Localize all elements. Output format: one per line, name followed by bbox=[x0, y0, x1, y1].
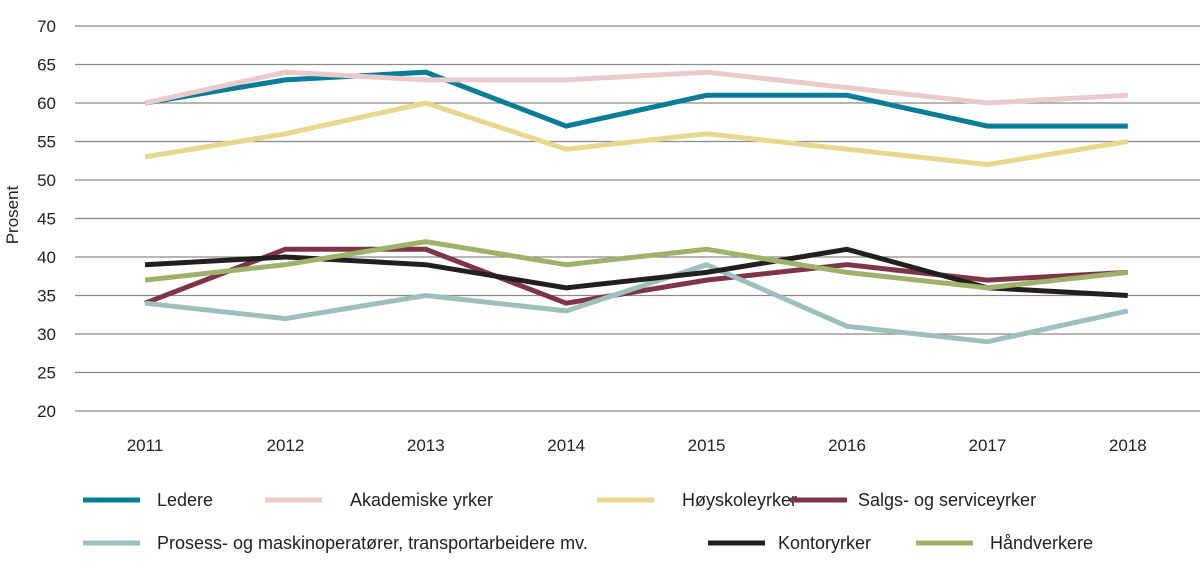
y-tick-label: 35 bbox=[37, 287, 56, 306]
y-tick-label: 55 bbox=[37, 133, 56, 152]
x-tick-label: 2014 bbox=[547, 436, 585, 455]
legend-label: Håndverkere bbox=[990, 533, 1093, 553]
legend-label: Kontoryrker bbox=[778, 533, 871, 553]
legend-label: Ledere bbox=[157, 490, 213, 510]
legend-item: Høyskoleyrker bbox=[597, 490, 797, 510]
y-tick-label: 30 bbox=[37, 325, 56, 344]
legend-item: Prosess- og maskinoperatører, transporta… bbox=[83, 533, 588, 553]
series-line-1 bbox=[145, 72, 1128, 103]
legend-label: Salgs- og serviceyrker bbox=[858, 490, 1036, 510]
legend-label: Høyskoleyrker bbox=[682, 490, 797, 510]
y-tick-label: 40 bbox=[37, 248, 56, 267]
y-tick-label: 65 bbox=[37, 56, 56, 75]
legend-item: Akademiske yrker bbox=[265, 490, 493, 510]
y-tick-label: 25 bbox=[37, 364, 56, 383]
x-tick-label: 2011 bbox=[127, 436, 164, 455]
x-tick-label: 2016 bbox=[828, 436, 866, 455]
x-tick-label: 2017 bbox=[968, 436, 1006, 455]
legend-item: Salgs- og serviceyrker bbox=[790, 490, 1036, 510]
y-tick-label: 60 bbox=[37, 94, 56, 113]
x-tick-label: 2015 bbox=[688, 436, 726, 455]
series-line-0 bbox=[145, 72, 1128, 126]
x-tick-label: 2018 bbox=[1109, 436, 1147, 455]
x-tick-label: 2013 bbox=[407, 436, 445, 455]
y-axis-label: Prosent bbox=[3, 185, 22, 244]
legend-label: Prosess- og maskinoperatører, transporta… bbox=[157, 533, 588, 553]
legend-item: Håndverkere bbox=[916, 533, 1093, 553]
y-tick-label: 50 bbox=[37, 171, 56, 190]
y-tick-label: 20 bbox=[37, 402, 56, 421]
y-tick-label: 45 bbox=[37, 210, 56, 229]
legend-item: Ledere bbox=[83, 490, 213, 510]
x-tick-label: 2012 bbox=[266, 436, 304, 455]
legend-item: Kontoryrker bbox=[708, 533, 871, 553]
y-tick-label: 70 bbox=[37, 17, 56, 36]
series-line-4 bbox=[145, 265, 1128, 342]
legend-label: Akademiske yrker bbox=[350, 490, 493, 510]
